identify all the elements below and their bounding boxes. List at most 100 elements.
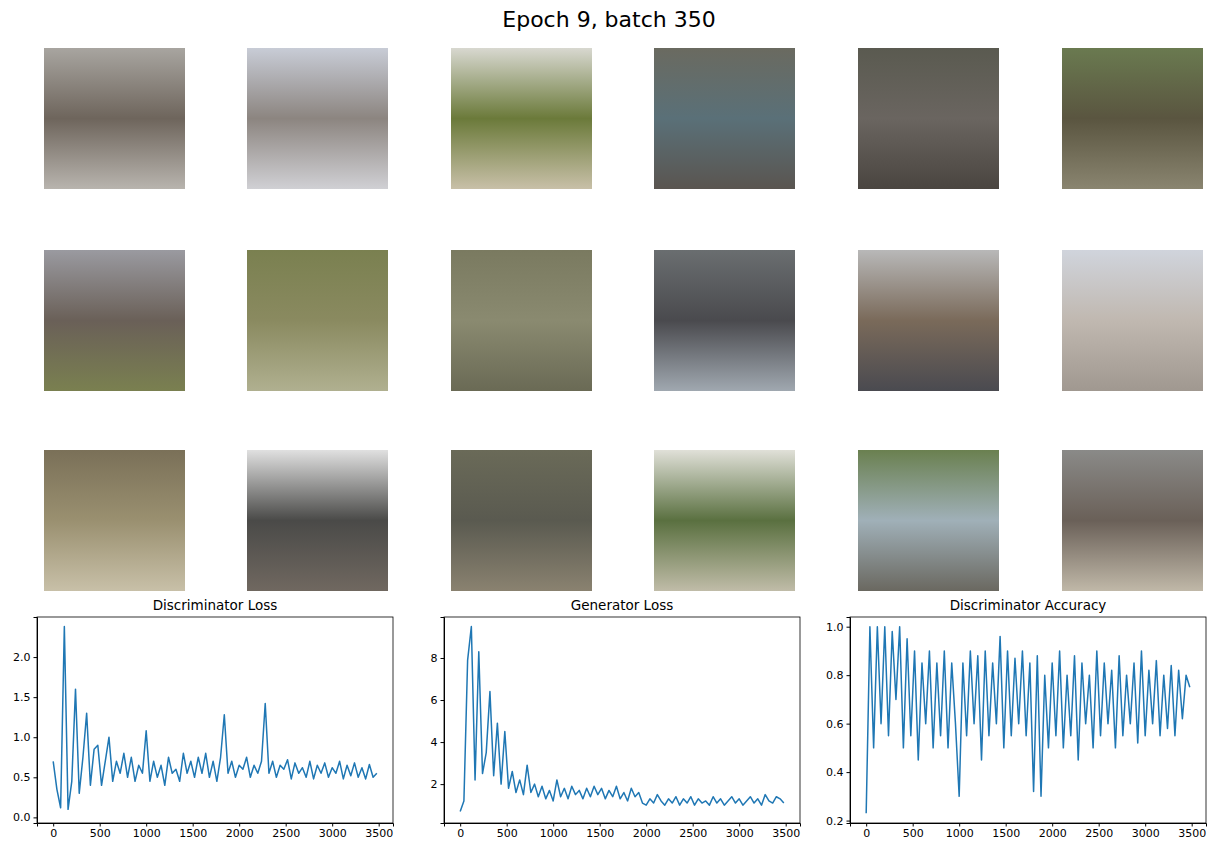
x-tick-label: 1500	[179, 827, 207, 840]
x-axis: 0500100015002000250030003500	[445, 823, 801, 840]
sample-image	[451, 250, 592, 391]
x-tick-label: 0	[863, 827, 870, 840]
sample-image	[451, 48, 592, 189]
y-tick-label: 1.5	[13, 691, 31, 704]
x-tick: 500	[497, 823, 518, 840]
sample-image	[247, 450, 388, 591]
chart-title: Discriminator Loss	[153, 597, 278, 613]
x-tick: 1000	[540, 823, 568, 840]
x-tick-mark	[646, 823, 647, 827]
x-tick: 3000	[319, 823, 347, 840]
x-tick-label: 2500	[272, 827, 300, 840]
x-tick: 500	[903, 823, 924, 840]
data-line	[866, 627, 1190, 814]
y-tick: 1.5	[13, 691, 37, 704]
y-tick-mark	[34, 817, 38, 818]
x-tick-mark	[1052, 823, 1053, 827]
plot-area	[460, 626, 784, 811]
sample-image	[858, 450, 999, 591]
y-axis: 0.20.40.60.81.0	[826, 618, 851, 828]
y-tick-mark	[847, 675, 851, 676]
x-tick-label: 1000	[946, 827, 974, 840]
x-tick: 2500	[1085, 823, 1113, 840]
x-tick: 0	[863, 823, 870, 840]
chart-title: Generator Loss	[571, 597, 673, 613]
sample-image	[44, 250, 185, 391]
x-tick-mark	[146, 823, 147, 827]
x-tick-label: 2500	[1085, 827, 1113, 840]
x-tick: 2000	[1039, 823, 1067, 840]
x-tick-label: 3500	[772, 827, 800, 840]
x-tick-mark	[286, 823, 287, 827]
x-tick-label: 1500	[992, 827, 1020, 840]
x-tick-mark	[460, 823, 461, 827]
x-tick: 3500	[365, 823, 393, 840]
sample-image	[1062, 48, 1203, 189]
chart: Generator Loss05001000150020002500300035…	[431, 597, 801, 840]
x-tick-mark	[553, 823, 554, 827]
plot-area	[53, 627, 377, 810]
x-tick-label: 500	[90, 827, 111, 840]
sample-image	[44, 48, 185, 189]
sample-image	[654, 250, 795, 391]
sample-image	[1062, 450, 1203, 591]
y-tick-mark	[34, 777, 38, 778]
x-tick: 3000	[726, 823, 754, 840]
x-tick: 3000	[1132, 823, 1160, 840]
x-tick-mark	[913, 823, 914, 827]
y-tick-label: 1.0	[826, 621, 844, 634]
x-tick-label: 0	[50, 827, 57, 840]
y-tick-mark	[34, 697, 38, 698]
x-tick-label: 3500	[365, 827, 393, 840]
x-axis-line	[851, 824, 1207, 827]
x-tick-label: 3000	[726, 827, 754, 840]
y-tick: 0.0	[13, 811, 37, 824]
x-axis-line	[38, 824, 394, 827]
x-tick-mark	[786, 823, 787, 827]
y-tick-mark	[34, 657, 38, 658]
chart-title: Discriminator Accuracy	[950, 597, 1107, 613]
data-line	[460, 626, 784, 811]
y-tick: 0.4	[826, 766, 850, 779]
x-tick-label: 0	[457, 827, 464, 840]
x-tick-mark	[600, 823, 601, 827]
y-tick-label: 4	[431, 736, 438, 749]
figure-title: Epoch 9, batch 350	[502, 7, 715, 32]
x-tick: 1000	[133, 823, 161, 840]
y-tick: 2	[431, 778, 445, 791]
plot-area	[866, 627, 1190, 814]
sample-image	[451, 450, 592, 591]
x-axis: 0500100015002000250030003500	[38, 823, 394, 840]
y-tick-mark	[847, 724, 851, 725]
x-tick-mark	[379, 823, 380, 827]
x-tick-label: 1000	[133, 827, 161, 840]
y-tick-label: 8	[431, 652, 438, 665]
x-axis: 0500100015002000250030003500	[851, 823, 1207, 840]
y-tick-label: 2.0	[13, 651, 31, 664]
y-axis: 2468	[431, 618, 445, 824]
y-tick-mark	[441, 784, 445, 785]
x-tick-mark	[1192, 823, 1193, 827]
y-tick-mark	[34, 737, 38, 738]
sample-image	[654, 450, 795, 591]
x-tick: 500	[90, 823, 111, 840]
x-axis-line	[445, 824, 801, 827]
x-tick: 0	[50, 823, 57, 840]
x-tick-mark	[100, 823, 101, 827]
x-tick-mark	[693, 823, 694, 827]
y-tick: 4	[431, 736, 445, 749]
x-tick: 1000	[946, 823, 974, 840]
x-tick-label: 3000	[1132, 827, 1160, 840]
y-tick: 2.0	[13, 651, 37, 664]
y-tick: 1.0	[826, 621, 850, 634]
x-tick: 0	[457, 823, 464, 840]
sample-image	[858, 48, 999, 189]
figure: Epoch 9, batch 350 Discriminator Loss 0 500…	[0, 0, 1219, 853]
x-tick-label: 2000	[1039, 827, 1067, 840]
y-tick-label: 0.4	[826, 766, 844, 779]
x-tick-label: 1000	[540, 827, 568, 840]
x-tick: 1500	[586, 823, 614, 840]
x-tick-mark	[1145, 823, 1146, 827]
plot-frame	[850, 617, 1206, 823]
y-tick: 8	[431, 652, 445, 665]
